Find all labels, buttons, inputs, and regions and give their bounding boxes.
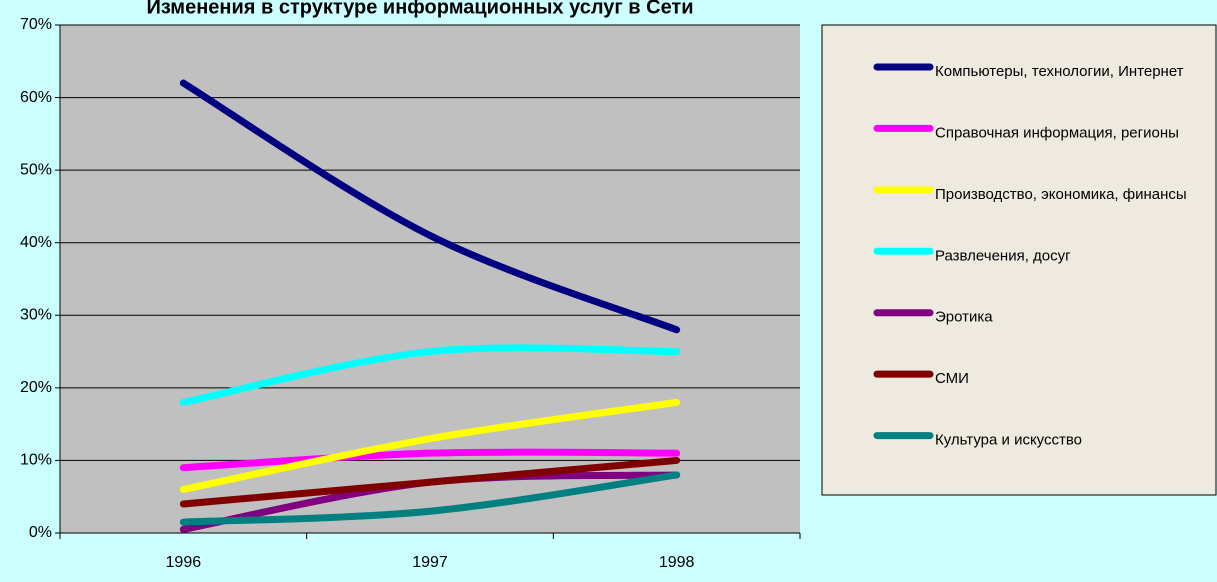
y-tick-label: 0%	[29, 524, 52, 541]
series-line	[179, 471, 681, 526]
legend-box	[821, 24, 1217, 496]
legend-label: Компьютеры, технологии, Интернет	[935, 63, 1184, 80]
legend-label: Развлечения, досуг	[935, 247, 1071, 264]
x-tick-label: 1997	[412, 554, 448, 571]
y-tick-label: 30%	[20, 307, 52, 324]
legend-label: Справочная информация, регионы	[935, 124, 1179, 141]
legend-label: Производство, экономика, финансы	[935, 186, 1187, 203]
legend-label: Культура и искусство	[935, 432, 1082, 449]
series-line	[179, 398, 681, 493]
legend-label: Эротика	[935, 309, 993, 326]
y-tick-label: 70%	[20, 16, 52, 33]
chart-title: Изменения в структуре информационных усл…	[146, 0, 693, 18]
y-tick-label: 20%	[20, 379, 52, 396]
x-tick-label: 1996	[166, 554, 202, 571]
y-tick-label: 40%	[20, 234, 52, 251]
x-tick-label: 1998	[659, 554, 695, 571]
series-line	[179, 456, 681, 508]
y-tick-label: 10%	[20, 452, 52, 469]
legend-label: СМИ	[935, 370, 969, 387]
series-line	[179, 79, 681, 334]
plot-area	[60, 25, 800, 533]
series-line	[179, 344, 681, 406]
y-tick-label: 50%	[20, 161, 52, 178]
series-line	[179, 448, 681, 472]
y-tick-label: 60%	[20, 89, 52, 106]
